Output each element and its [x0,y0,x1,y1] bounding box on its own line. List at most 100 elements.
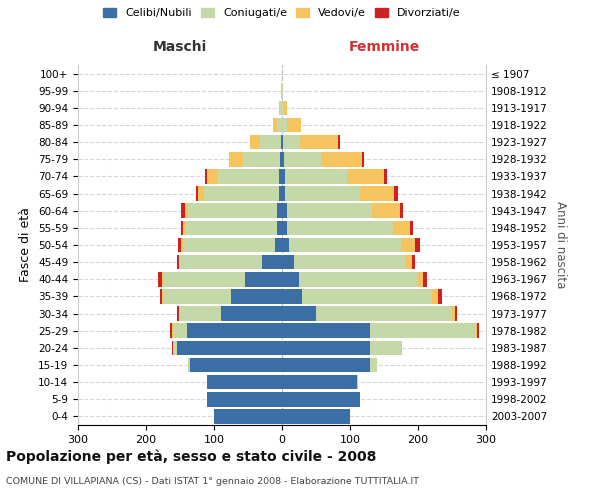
Bar [229,152,242,166]
Text: Maschi: Maschi [153,40,207,54]
Bar [322,152,362,166]
Bar [214,409,282,424]
Bar [283,135,301,150]
Bar [179,255,180,270]
Bar [410,220,413,235]
Bar [185,220,277,235]
Bar [401,340,403,355]
Text: Popolazione per età, sesso e stato civile - 2008: Popolazione per età, sesso e stato civil… [6,450,376,464]
Bar [188,358,190,372]
Bar [172,340,173,355]
Bar [370,324,476,338]
Bar [289,238,401,252]
Bar [393,220,410,235]
Bar [424,272,427,286]
Bar [277,220,282,235]
Bar [282,392,360,406]
Bar [185,204,188,218]
Bar [279,100,280,115]
Bar [282,100,284,115]
Bar [245,272,282,286]
Bar [280,100,282,115]
Bar [199,186,204,201]
Bar [362,152,364,166]
Bar [205,169,207,184]
Bar [281,84,282,98]
Bar [282,306,316,321]
Bar [204,186,278,201]
Text: Femmine: Femmine [349,40,419,54]
Bar [282,135,283,150]
Bar [282,289,302,304]
Bar [190,358,282,372]
Bar [412,255,415,270]
Bar [275,238,282,252]
Bar [196,186,199,201]
Bar [439,289,442,304]
Bar [161,289,163,304]
Bar [406,255,412,270]
Bar [262,255,282,270]
Bar [181,220,183,235]
Bar [250,135,260,150]
Y-axis label: Fasce di età: Fasce di età [19,208,32,282]
Bar [282,220,287,235]
Bar [360,186,394,201]
Bar [173,340,176,355]
Bar [188,204,277,218]
Bar [384,169,388,184]
Bar [282,169,286,184]
Bar [178,238,181,252]
Bar [282,152,284,166]
Bar [415,238,420,252]
Bar [287,118,301,132]
Bar [301,135,338,150]
Bar [287,220,393,235]
Bar [280,152,282,166]
Bar [282,375,357,390]
Bar [163,289,231,304]
Bar [158,272,161,286]
Bar [282,84,283,98]
Bar [286,169,347,184]
Bar [163,272,245,286]
Bar [394,186,398,201]
Bar [242,152,280,166]
Bar [302,289,431,304]
Bar [183,220,185,235]
Bar [177,306,179,321]
Bar [176,340,282,355]
Text: COMUNE DI VILLAPIANA (CS) - Dati ISTAT 1° gennaio 2008 - Elaborazione TUTTITALIA: COMUNE DI VILLAPIANA (CS) - Dati ISTAT 1… [6,478,419,486]
Bar [181,204,185,218]
Bar [180,306,221,321]
Bar [187,324,282,338]
Bar [400,204,403,218]
Bar [282,324,370,338]
Legend: Celibi/Nubili, Coniugati/e, Vedovi/e, Divorziati/e: Celibi/Nubili, Coniugati/e, Vedovi/e, Di… [103,8,461,18]
Bar [401,238,415,252]
Bar [286,186,360,201]
Bar [184,238,275,252]
Bar [347,169,384,184]
Bar [476,324,477,338]
Bar [221,306,282,321]
Bar [284,100,287,115]
Bar [231,289,282,304]
Bar [282,409,350,424]
Bar [357,375,358,390]
Bar [299,272,418,286]
Bar [316,306,452,321]
Bar [287,204,373,218]
Bar [170,324,172,338]
Bar [207,392,282,406]
Bar [278,169,282,184]
Bar [278,186,282,201]
Bar [294,255,406,270]
Bar [370,358,377,372]
Bar [181,238,184,252]
Bar [370,340,401,355]
Bar [282,238,289,252]
Bar [180,255,262,270]
Bar [431,289,439,304]
Bar [281,135,282,150]
